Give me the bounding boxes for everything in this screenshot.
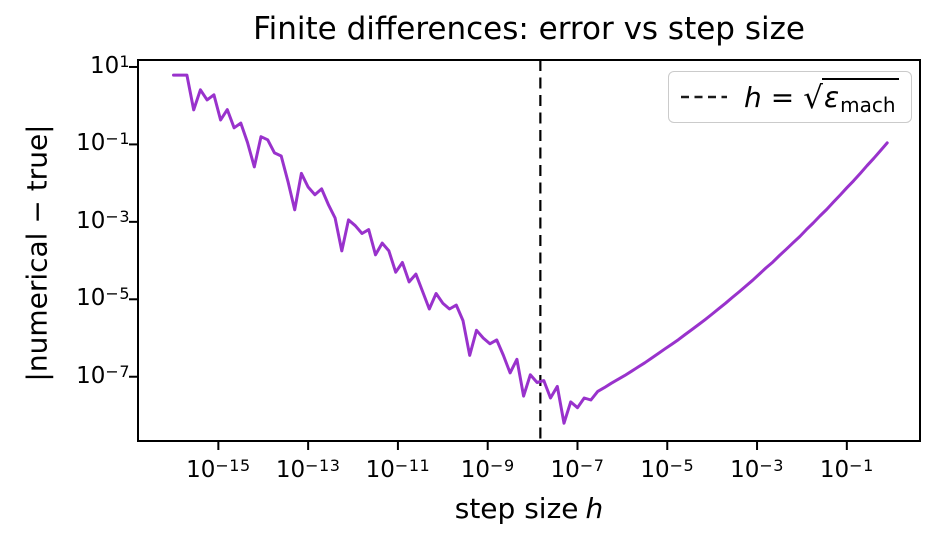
x-tick-label: 10−13 (275, 456, 341, 483)
tick-base: 10 (90, 52, 120, 79)
legend-subscript-mach: mach (840, 92, 896, 117)
tick-base: 10 (76, 207, 106, 234)
tick-exponent: −11 (394, 456, 431, 475)
x-tick-label: 10−1 (819, 456, 874, 483)
x-tick-label: 10−9 (460, 456, 515, 483)
x-tick-label: 10−5 (640, 456, 695, 483)
legend-var-h: h (744, 80, 762, 114)
tick-base: 10 (76, 285, 106, 312)
axes-frame (137, 59, 921, 442)
y-tick-label: 101 (20, 51, 130, 79)
tick-exponent: −5 (105, 284, 130, 304)
legend-dashed-line-sample (681, 95, 727, 99)
sqrt-radical-icon: √ (803, 79, 823, 116)
tick-exponent: −9 (490, 456, 515, 475)
tick-exponent: −7 (105, 361, 130, 381)
x-tick-label: 10−15 (186, 456, 251, 483)
x-axis-label-var: h (585, 492, 604, 525)
legend-equals: = (770, 80, 795, 114)
y-tick-label: 10−3 (20, 206, 130, 234)
legend-epsilon: ε (823, 80, 840, 114)
x-tick-label: 10−11 (365, 456, 431, 483)
chart-title: Finite differences: error vs step size (253, 11, 805, 47)
tick-base: 10 (460, 457, 491, 483)
tick-marks (129, 65, 848, 450)
tick-exponent: −3 (105, 206, 130, 226)
tick-exponent: −13 (305, 456, 341, 475)
tick-exponent: −1 (105, 129, 130, 149)
x-tick-label: 10−3 (730, 456, 784, 483)
tick-base: 10 (365, 457, 395, 483)
y-tick-label: 10−5 (20, 284, 130, 312)
tick-exponent: −5 (669, 456, 695, 475)
tick-exponent: 1 (119, 51, 130, 71)
tick-base: 10 (76, 362, 106, 389)
error-curve (172, 73, 889, 425)
tick-base: 10 (819, 457, 850, 483)
legend-label: h = √ εmach (744, 77, 899, 117)
y-tick-label: 10−1 (20, 129, 130, 157)
x-axis-label: step size h (455, 492, 604, 525)
tick-base: 10 (76, 130, 106, 157)
sqrt-vinculum: εmach (821, 77, 899, 117)
tick-exponent: −3 (759, 456, 784, 475)
tick-base: 10 (275, 457, 306, 483)
error-curve-line (172, 73, 889, 425)
x-tick-label: 10−7 (550, 456, 605, 483)
y-tick-label: 10−7 (20, 361, 130, 389)
axes-spines (137, 59, 921, 442)
tick-exponent: −15 (215, 456, 251, 475)
tick-exponent: −1 (849, 456, 874, 475)
tick-base: 10 (186, 457, 216, 483)
legend-box: h = √ εmach (668, 71, 912, 123)
tick-base: 10 (550, 457, 580, 483)
tick-base: 10 (730, 457, 760, 483)
tick-base: 10 (640, 457, 670, 483)
x-axis-label-text: step size (454, 492, 579, 525)
tick-exponent: −7 (579, 456, 605, 475)
